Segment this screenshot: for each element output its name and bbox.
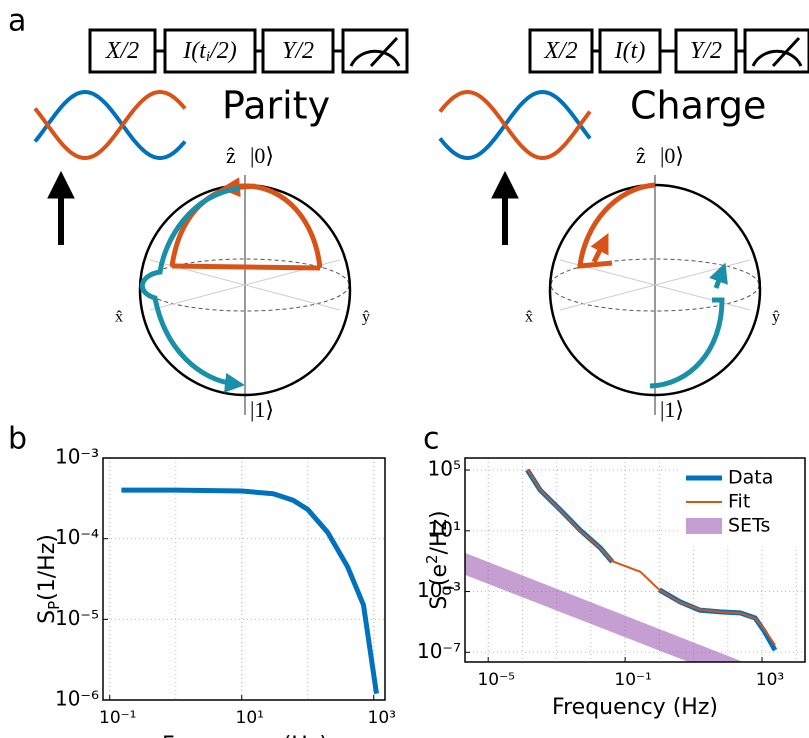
y-label-part: S <box>427 596 452 610</box>
bloch-left <box>138 175 352 415</box>
x-tick-label: 10⁻⁵ <box>477 670 514 690</box>
gate-label: I(ti/2) <box>182 38 237 66</box>
bloch-right <box>548 175 762 415</box>
y-label-part: S <box>35 610 60 624</box>
gate-label: X/2 <box>105 38 139 64</box>
x-axis-label: Frequency (Hz) <box>552 695 718 720</box>
x-axis-label: Frequency (Hz) <box>162 733 328 738</box>
state-label: |1⟩ <box>250 397 274 422</box>
wave <box>438 89 592 161</box>
y-label: ŷ <box>362 309 370 326</box>
state-label: |0⟩ <box>250 143 274 168</box>
y-label-part: (e <box>427 564 452 586</box>
legend-label: SETs <box>728 515 770 537</box>
band <box>465 552 744 662</box>
y-tick-label: 10⁻⁶ <box>55 687 99 711</box>
z-label: ẑ <box>226 143 236 168</box>
gate-text: X/2 <box>105 38 139 64</box>
gate-box <box>528 28 594 74</box>
meter-needle <box>771 36 801 68</box>
x-tick-label: 10⁻¹ <box>614 670 651 690</box>
gate-text: X/2 <box>543 38 577 64</box>
meter-dial <box>349 49 401 67</box>
state-label: |1⟩ <box>660 397 684 422</box>
bloch-labels: ẑ |0⟩ |1⟩ x̂ ŷ ẑ |0⟩ |1⟩ x̂ ŷ <box>115 143 780 422</box>
line <box>121 487 379 694</box>
legend-label: Fit <box>728 491 750 513</box>
wave <box>438 89 592 161</box>
line <box>526 468 776 646</box>
gate-box <box>598 28 662 74</box>
y-axis-label: SP(1/Hz) <box>35 534 63 624</box>
y-tick-label: 10¹ <box>428 517 461 541</box>
panel-label: b <box>8 422 27 457</box>
x-tick-label: 10³ <box>756 670 784 690</box>
axes-frame <box>464 457 806 663</box>
gate-label: X/2 <box>543 38 577 64</box>
gate-text: /2) <box>208 38 237 64</box>
x-label: x̂ <box>525 309 533 326</box>
gate-box <box>163 28 257 74</box>
meter-needle <box>369 36 399 68</box>
gate-text: I(t <box>182 38 207 64</box>
gate-text: i <box>206 49 210 65</box>
y-tick-label: 10⁻³ <box>55 445 99 469</box>
title: Charge <box>630 84 766 128</box>
y-label-part: 2 <box>423 554 441 564</box>
wave <box>33 89 187 160</box>
y-label-part: (1/Hz) <box>35 534 60 601</box>
y-label-part: /Hz) <box>427 510 452 554</box>
title: Parity <box>222 84 330 128</box>
y-label-part: P <box>45 601 63 610</box>
gate-box <box>674 28 738 74</box>
axes-frame <box>102 457 386 701</box>
legend-label: Data <box>728 467 773 489</box>
wave <box>33 90 187 161</box>
gate-label: Y/2 <box>690 38 722 64</box>
y-tick-label: 10⁻⁷ <box>417 639 461 663</box>
y-tick-label: 10⁻⁵ <box>55 606 99 630</box>
x-tick-label: 10¹ <box>236 708 264 728</box>
gate-text: Y/2 <box>282 38 314 64</box>
meter-dial <box>751 49 803 67</box>
y-tick-label: 10⁵ <box>428 457 461 481</box>
gate-text: I(t) <box>614 38 646 64</box>
gate-text: Y/2 <box>690 38 722 64</box>
y-label: ŷ <box>772 309 780 326</box>
y-tick-label: 10⁻⁴ <box>55 525 99 549</box>
legend-swatch <box>686 518 722 534</box>
gate-label: Y/2 <box>282 38 314 64</box>
panel-label: a <box>8 4 26 39</box>
plot-area <box>121 487 379 694</box>
x-tick-label: 10⁻¹ <box>99 708 136 728</box>
y-axis-label: Sq(e2/Hz) <box>423 510 455 609</box>
y-label-part: q <box>437 586 455 596</box>
gate-label: I(t) <box>614 38 646 64</box>
y-tick-label: 10⁻³ <box>417 578 461 602</box>
plot-area <box>465 468 778 662</box>
z-label: ẑ <box>636 143 646 168</box>
x-tick-label: 10³ <box>368 708 396 728</box>
panel-label: c <box>423 422 440 457</box>
x-label: x̂ <box>115 309 123 326</box>
state-label: |0⟩ <box>660 143 684 168</box>
pointer-arrows <box>47 170 519 245</box>
gate-box <box>261 28 335 74</box>
